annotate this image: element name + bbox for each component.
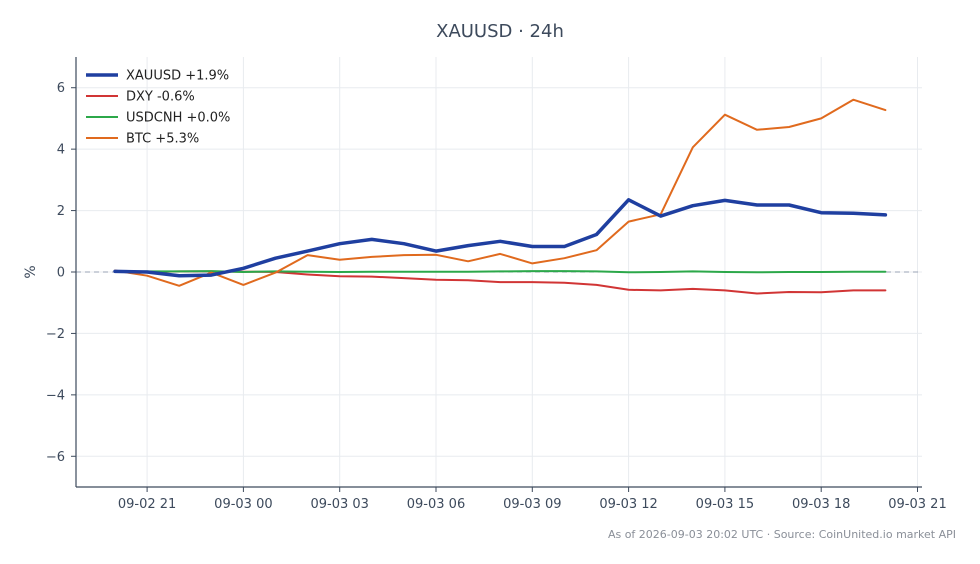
y-tick-label: 2 <box>57 204 65 219</box>
series-line-dxy <box>114 270 887 295</box>
y-tick-label: 4 <box>57 143 65 158</box>
legend: XAUUSD +1.9% DXY -0.6% USDCNH +0.0% BTC +5.… <box>86 69 230 147</box>
footer-source: As of 2026-09-03 20:02 UTC · Source: Coi… <box>608 528 956 541</box>
x-tick-label: 09-02 21 <box>118 497 176 512</box>
y-axis-ticks: −6 −4 −2 0 2 4 6 <box>46 81 76 465</box>
y-axis-label: % <box>23 265 39 278</box>
y-tick-label: −6 <box>46 450 65 465</box>
x-tick-label: 09-03 00 <box>214 497 272 512</box>
x-tick-label: 09-03 21 <box>888 497 946 512</box>
x-tick-label: 09-03 12 <box>599 497 657 512</box>
legend-label-btc: BTC +5.3% <box>126 132 199 147</box>
legend-label-xauusd: XAUUSD +1.9% <box>126 69 229 84</box>
x-tick-label: 09-03 09 <box>503 497 561 512</box>
y-tick-label: −4 <box>46 388 65 403</box>
legend-label-usdcnh: USDCNH +0.0% <box>126 111 230 126</box>
legend-label-dxy: DXY -0.6% <box>126 90 195 105</box>
x-axis-ticks: 09-02 21 09-03 00 09-03 03 09-03 06 09-03 09… <box>118 487 947 512</box>
y-tick-label: 0 <box>57 266 65 281</box>
x-tick-label: 09-03 18 <box>792 497 850 512</box>
y-tick-label: 6 <box>57 81 65 96</box>
x-tick-label: 09-03 15 <box>696 497 754 512</box>
y-tick-label: −2 <box>46 327 65 342</box>
series-layer <box>113 98 888 295</box>
x-tick-label: 09-03 03 <box>310 497 368 512</box>
x-tick-label: 09-03 06 <box>407 497 465 512</box>
chart-title: XAUUSD · 24h <box>436 21 564 42</box>
series-line-btc <box>114 98 887 287</box>
series-line-usdcnh <box>114 270 887 274</box>
series-line-xauusd <box>113 198 888 278</box>
